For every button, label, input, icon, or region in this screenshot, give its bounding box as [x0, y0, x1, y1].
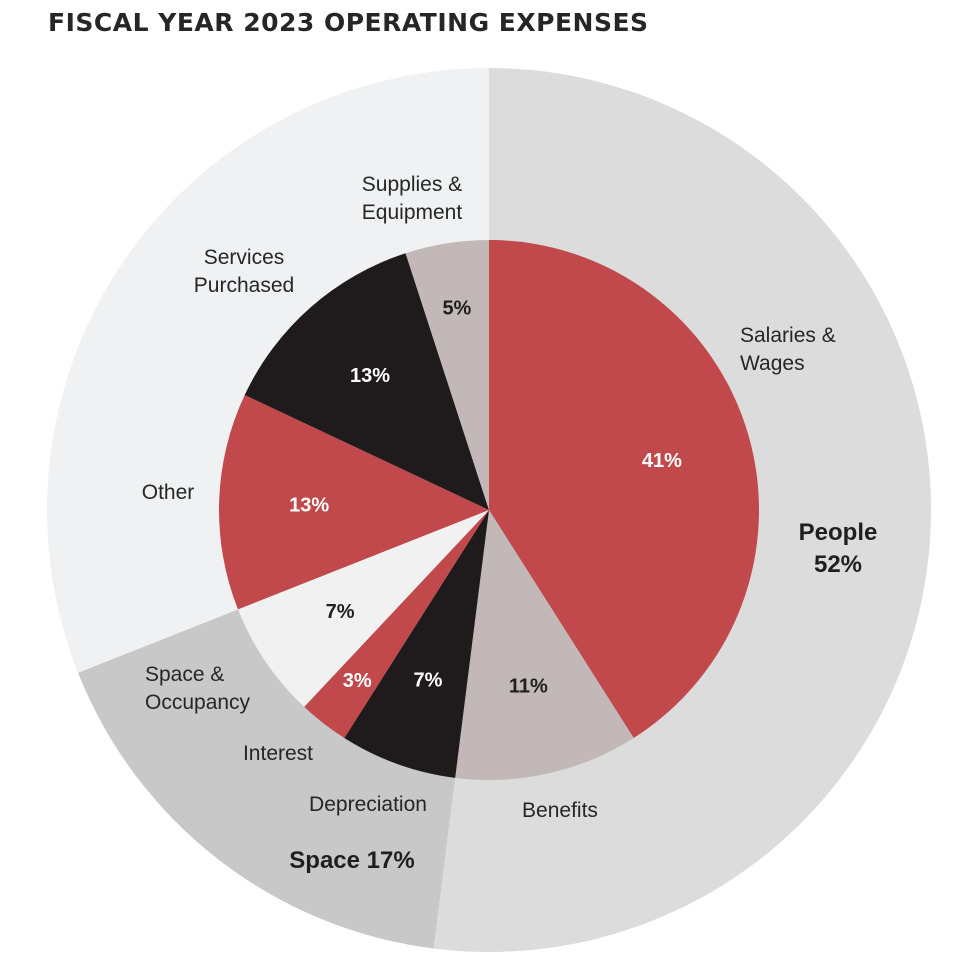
pct-label-space-occupancy: 7% [326, 601, 355, 623]
category-label-services-purchased: Purchased [194, 274, 294, 297]
inner-pie [219, 240, 759, 780]
pct-label-benefits: 11% [509, 676, 548, 698]
pct-label-interest: 3% [343, 670, 372, 692]
category-label-salaries-wages: Wages [740, 352, 805, 375]
pct-label-other: 13% [289, 494, 329, 516]
pct-label-services-purchased: 13% [350, 365, 390, 387]
category-label-space-occupancy: Occupancy [145, 691, 251, 714]
category-label-space-occupancy: Space & [145, 663, 224, 686]
chart-title: FISCAL YEAR 2023 OPERATING EXPENSES [48, 8, 649, 37]
pct-label-supplies-equipment: 5% [442, 298, 471, 320]
category-label-depreciation: Depreciation [309, 793, 427, 816]
category-label-benefits: Benefits [522, 799, 598, 822]
slice-interest [304, 510, 489, 738]
category-label-interest: Interest [243, 742, 313, 765]
category-labels: Salaries & Wages Benefits Depreciation Inter… [142, 173, 878, 874]
slice-services-purchased [244, 253, 489, 510]
group-label-people: 52% [814, 551, 862, 578]
slice-benefits [455, 510, 634, 780]
slice-space-occupancy [237, 510, 489, 707]
group-label-space: Space 17% [289, 847, 414, 874]
category-label-services-purchased: Services [204, 246, 285, 269]
category-label-supplies-equipment: Supplies & [362, 173, 462, 196]
percent-labels: 41% 11% 7% 3% 7% 13% 13% 5% [289, 298, 682, 698]
category-label-supplies-equipment: Equipment [362, 201, 463, 224]
slice-supplies-equipment [405, 240, 489, 510]
category-label-other: Other [142, 481, 195, 504]
category-label-salaries-wages: Salaries & [740, 324, 836, 347]
pct-label-salaries-wages: 41% [642, 450, 682, 472]
slice-other [219, 395, 489, 610]
slice-salaries-wages [489, 240, 759, 738]
group-label-people: People [799, 519, 878, 546]
pct-label-depreciation: 7% [414, 669, 443, 691]
slice-depreciation [344, 510, 489, 778]
